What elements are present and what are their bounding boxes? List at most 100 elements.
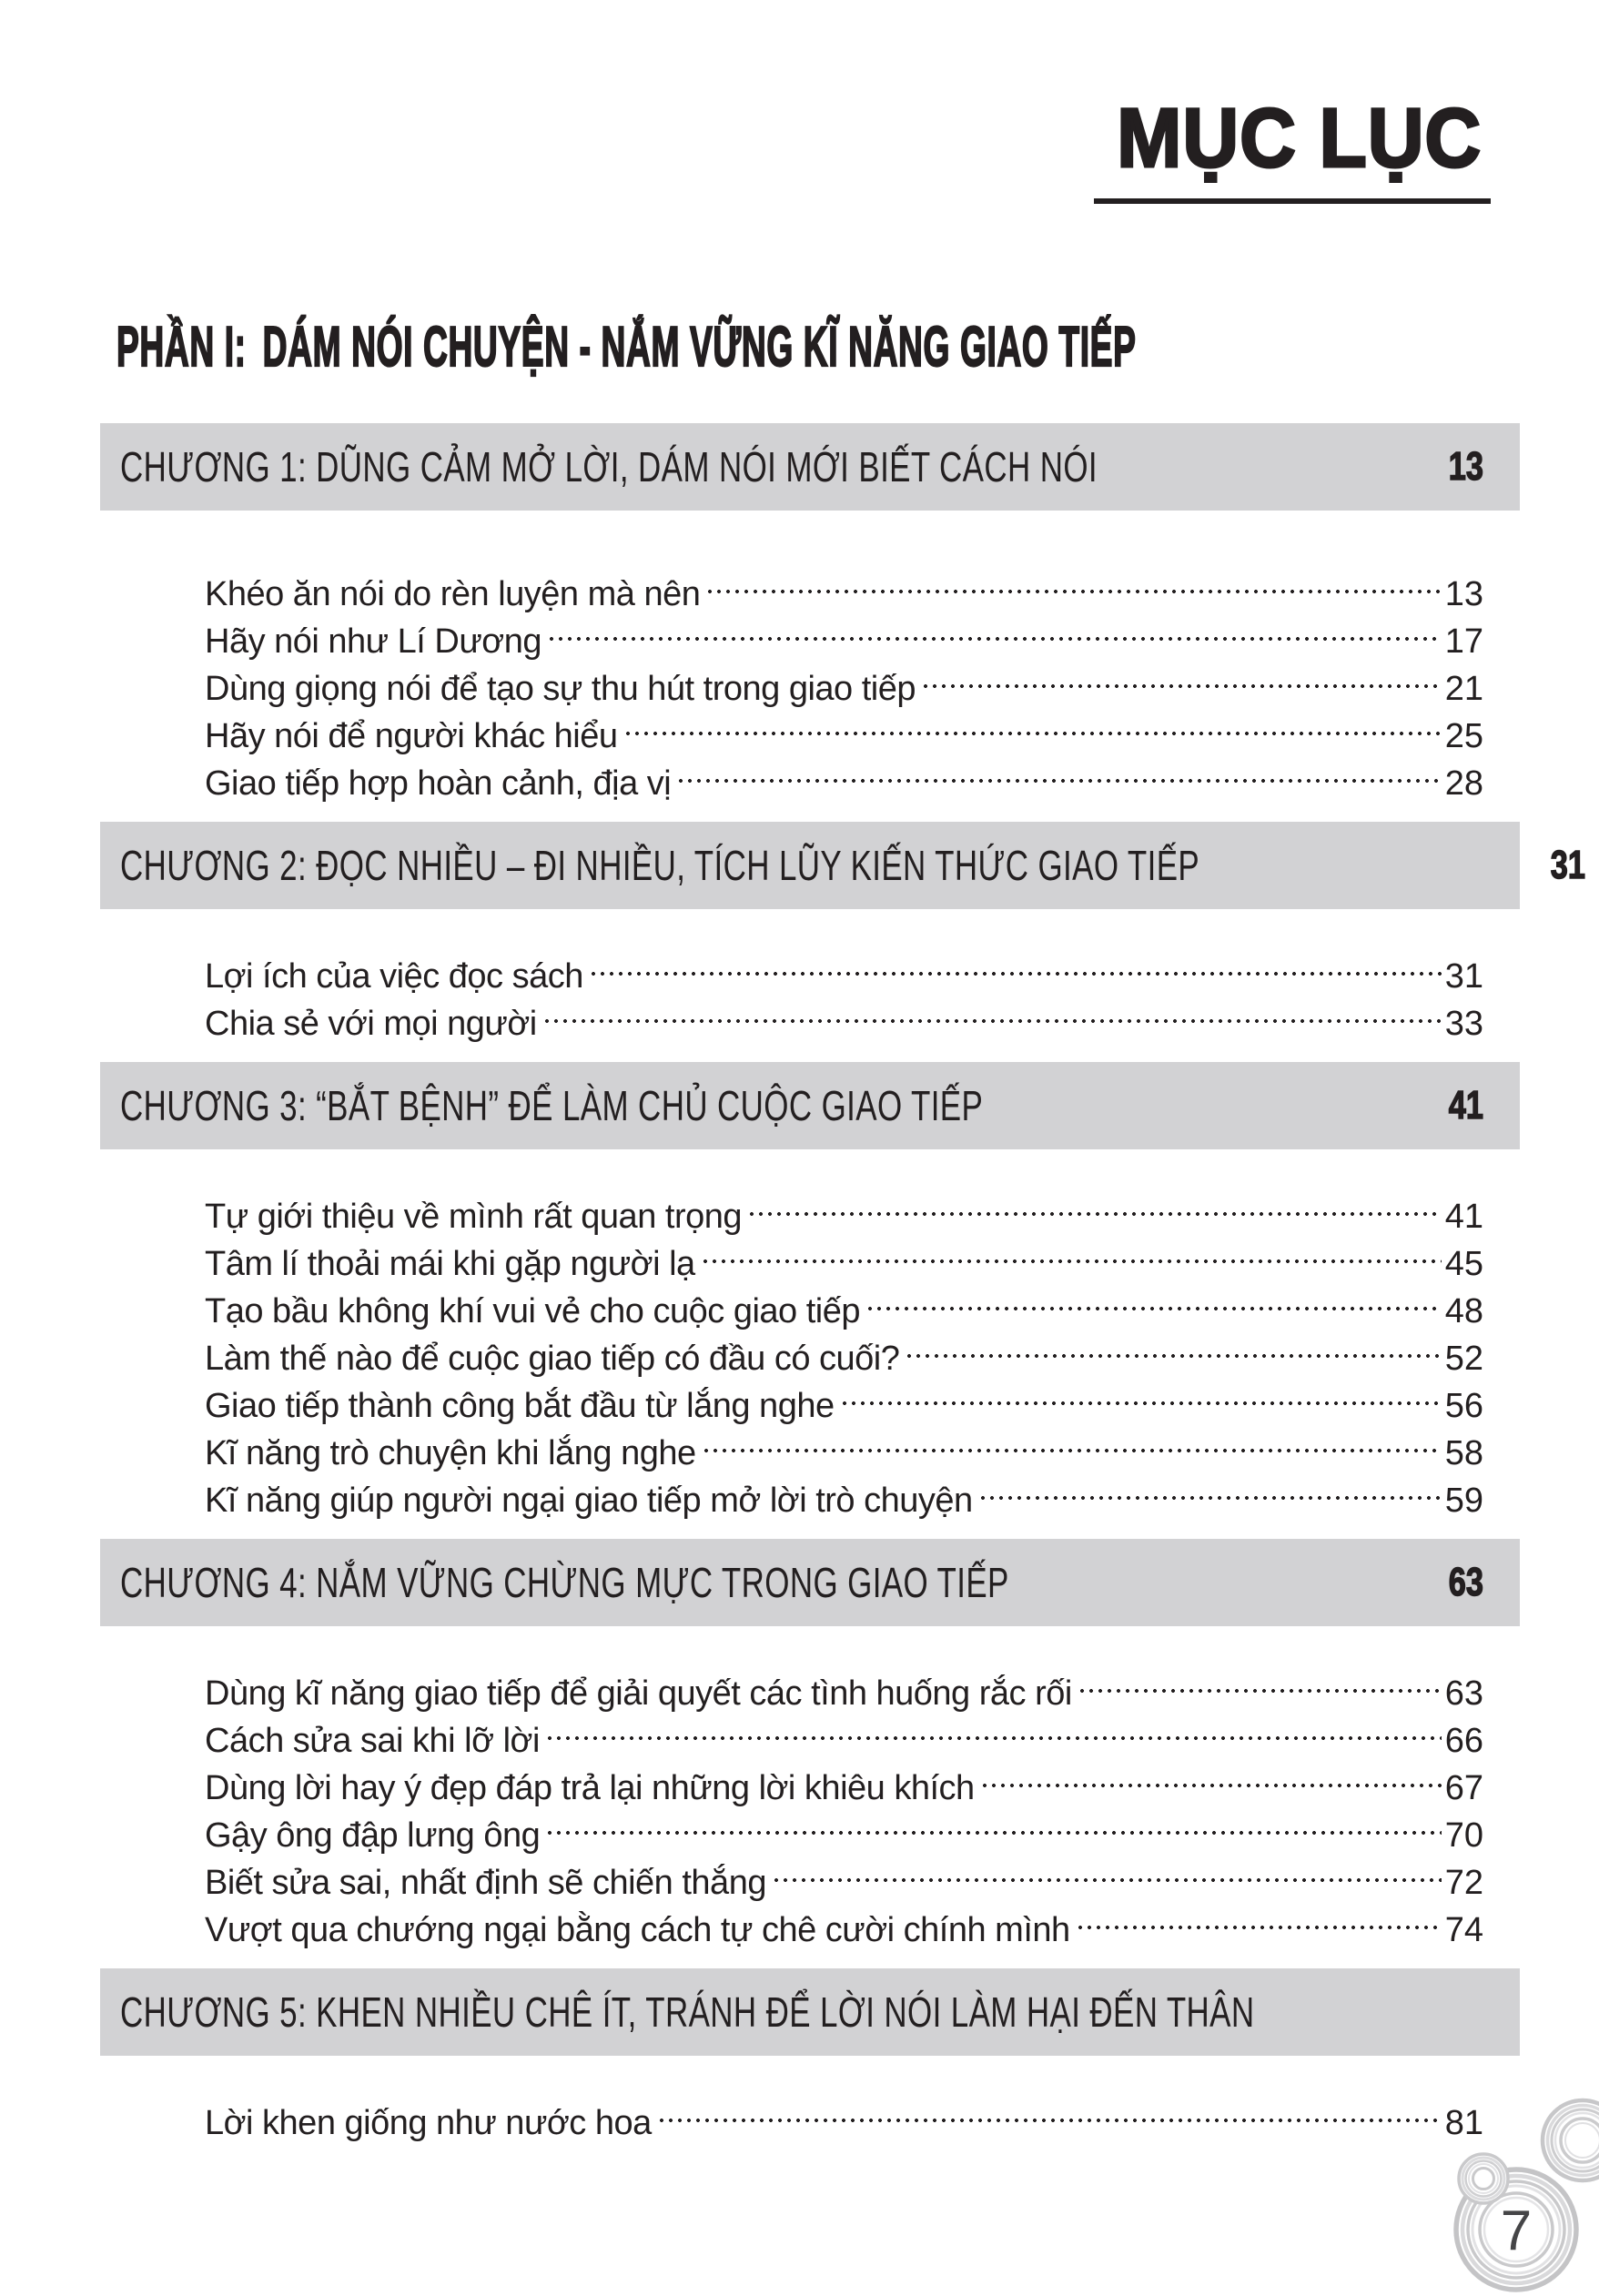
toc-entry-title: Biết sửa sai, nhất định sẽ chiến thắng <box>205 1864 766 1902</box>
dotted-leader <box>1078 1657 1442 1704</box>
toc-entry-page-number: 58 <box>1444 1434 1483 1472</box>
toc-entry-title: Hãy nói để người khác hiểu <box>205 717 618 755</box>
toc-entry-page-number: 63 <box>1444 1674 1483 1713</box>
dotted-leader <box>548 605 1442 652</box>
dotted-leader <box>624 700 1442 747</box>
toc-entry: Tâm lí thoải mái khi gặp người lạ 45 <box>205 1228 1483 1283</box>
toc-entry-title: Cách sửa sai khi lỡ lời <box>205 1722 540 1760</box>
dotted-leader <box>590 940 1442 987</box>
toc-entry: Lời khen giống như nước hoa 81 <box>205 2087 1483 2142</box>
chapter-title: CHƯƠNG 4: NẮM VỮNG CHỪNG MỰC TRONG GIAO … <box>120 1559 1009 1606</box>
footer-page-number: 7 <box>1501 2200 1532 2262</box>
chapter-title: CHƯƠNG 1: DŨNG CẢM MỞ LỜI, DÁM NÓI MỚI B… <box>120 443 1098 491</box>
toc-entry-page-number: 31 <box>1444 957 1483 996</box>
toc-entry: Tự giới thiệu về mình rất quan trọng 41 <box>205 1180 1483 1236</box>
toc-entry-page-number: 41 <box>1444 1198 1483 1236</box>
toc-entry: Biết sửa sai, nhất định sẽ chiến thắng 7… <box>205 1846 1483 1902</box>
chapter-title: CHƯƠNG 5: KHEN NHIỀU CHÊ ÍT, TRÁNH ĐỂ LỜ… <box>120 1988 1255 2036</box>
toc-entry-page-number: 45 <box>1444 1245 1483 1283</box>
chapter-items: Tự giới thiệu về mình rất quan trọng 41 … <box>205 1180 1483 1520</box>
dotted-leader <box>749 1180 1442 1228</box>
toc-entry-page-number: 81 <box>1444 2104 1483 2142</box>
chapter-heading: CHƯƠNG 4: NẮM VỮNG CHỪNG MỰC TRONG GIAO … <box>100 1539 1520 1626</box>
dotted-leader <box>841 1370 1442 1417</box>
chapter-title: CHƯƠNG 3: “BẮT BỆNH” ĐỂ LÀM CHỦ CUỘC GIA… <box>120 1082 984 1129</box>
toc-entry: Vượt qua chướng ngại bằng cách tự chê cư… <box>205 1894 1483 1949</box>
part-label: PHẦN I: <box>116 315 247 379</box>
toc-entry-title: Hãy nói như Lí Dương <box>205 622 541 661</box>
dotted-leader <box>546 1704 1442 1752</box>
toc-entry-page-number: 70 <box>1444 1816 1483 1855</box>
chapter-page-number: 41 <box>1448 1082 1483 1128</box>
toc-entry: Khéo ăn nói do rèn luyện mà nên 13 <box>205 558 1483 613</box>
corner-decoration: 7 <box>1420 2084 1599 2296</box>
toc-entry: Giao tiếp thành công bắt đầu từ lắng ngh… <box>205 1370 1483 1425</box>
toc-entry-page-number: 56 <box>1444 1387 1483 1425</box>
chapter-section: CHƯƠNG 5: KHEN NHIỀU CHÊ ÍT, TRÁNH ĐỂ LỜ… <box>100 1968 1520 2142</box>
toc-entry-title: Tự giới thiệu về mình rất quan trọng <box>205 1198 743 1236</box>
chapter-items: Dùng kĩ năng giao tiếp để giải quyết các… <box>205 1657 1483 1949</box>
toc-entry-title: Lời khen giống như nước hoa <box>205 2104 652 2142</box>
chapter-page-number: 63 <box>1448 1559 1483 1605</box>
toc-entry-page-number: 17 <box>1444 622 1483 661</box>
chapter-page-number: 31 <box>1550 842 1585 888</box>
toc-entry-title: Làm thế nào để cuộc giao tiếp có đầu có … <box>205 1340 900 1378</box>
toc-entry: Kĩ năng trò chuyện khi lắng nghe 58 <box>205 1417 1483 1472</box>
dotted-leader <box>543 987 1442 1035</box>
toc-entry: Dùng kĩ năng giao tiếp để giải quyết các… <box>205 1657 1483 1713</box>
circle-ornament-topright <box>1540 2098 1599 2183</box>
toc-entry-title: Gậy ông đập lưng ông <box>205 1816 541 1855</box>
circle-ornament-small <box>1457 2152 1510 2205</box>
chapter-items: Lợi ích của việc đọc sách 31 Chia sẻ với… <box>205 940 1483 1043</box>
dotted-leader <box>981 1752 1442 1799</box>
toc-entry-page-number: 13 <box>1444 575 1483 613</box>
toc-entry-title: Lợi ích của việc đọc sách <box>205 957 583 996</box>
toc-entry-page-number: 59 <box>1444 1482 1483 1520</box>
toc-entry-page-number: 25 <box>1444 717 1483 755</box>
chapter-items: Lời khen giống như nước hoa 81 <box>205 2087 1483 2142</box>
toc-entry-title: Giao tiếp hợp hoàn cảnh, địa vị <box>205 764 672 803</box>
dotted-leader <box>906 1322 1442 1370</box>
page-title: MỤC LỤC <box>1116 92 1483 186</box>
chapter-items: Khéo ăn nói do rèn luyện mà nên 13 Hãy n… <box>205 558 1483 803</box>
toc-entry: Kĩ năng giúp người ngại giao tiếp mở lời… <box>205 1464 1483 1520</box>
dotted-leader <box>979 1464 1442 1512</box>
toc-entry-page-number: 52 <box>1444 1340 1483 1378</box>
title-underline <box>1094 198 1491 205</box>
chapter-heading: CHƯƠNG 2: ĐỌC NHIỀU – ĐI NHIỀU, TÍCH LŨY… <box>100 822 1585 909</box>
toc-entry: Hãy nói để người khác hiểu 25 <box>205 700 1483 755</box>
dotted-leader <box>547 1799 1442 1846</box>
chapter-heading: CHƯƠNG 1: DŨNG CẢM MỞ LỜI, DÁM NÓI MỚI B… <box>100 423 1520 511</box>
toc-entry-title: Kĩ năng trò chuyện khi lắng nghe <box>205 1434 696 1472</box>
toc-entry-title: Vượt qua chướng ngại bằng cách tự chê cư… <box>205 1911 1070 1949</box>
toc-entry: Tạo bầu không khí vui vẻ cho cuộc giao t… <box>205 1275 1483 1330</box>
toc-entry-title: Tâm lí thoải mái khi gặp người lạ <box>205 1245 695 1283</box>
toc-entry: Hãy nói như Lí Dương 17 <box>205 605 1483 661</box>
dotted-leader <box>658 2087 1442 2134</box>
toc-entry: Gậy ông đập lưng ông 70 <box>205 1799 1483 1855</box>
dotted-leader <box>773 1846 1442 1894</box>
part-title-group: PHẦN I: DÁM NÓI CHUYỆN - NẮM VỮNG KĨ NĂNG… <box>116 315 1136 379</box>
chapter-section: CHƯƠNG 4: NẮM VỮNG CHỪNG MỰC TRONG GIAO … <box>100 1539 1520 1949</box>
toc-entry-title: Chia sẻ với mọi người <box>205 1005 537 1043</box>
toc-entry-page-number: 66 <box>1444 1722 1483 1760</box>
toc-entry: Làm thế nào để cuộc giao tiếp có đầu có … <box>205 1322 1483 1378</box>
chapter-heading: CHƯƠNG 3: “BẮT BỆNH” ĐỂ LÀM CHỦ CUỘC GIA… <box>100 1062 1520 1149</box>
dotted-leader <box>703 1417 1442 1464</box>
toc-entry-page-number: 67 <box>1444 1769 1483 1807</box>
toc-entry-page-number: 28 <box>1444 764 1483 803</box>
chapter-list: CHƯƠNG 1: DŨNG CẢM MỞ LỜI, DÁM NÓI MỚI B… <box>100 423 1585 2142</box>
toc-entry-title: Tạo bầu không khí vui vẻ cho cuộc giao t… <box>205 1292 860 1330</box>
chapter-title: CHƯƠNG 2: ĐỌC NHIỀU – ĐI NHIỀU, TÍCH LŨY… <box>120 842 1200 889</box>
toc-entry: Giao tiếp hợp hoàn cảnh, địa vị 28 <box>205 747 1483 803</box>
dotted-leader <box>866 1275 1442 1322</box>
part-title: DÁM NÓI CHUYỆN - NẮM VỮNG KĨ NĂNG GIAO T… <box>262 315 1137 379</box>
chapter-section: CHƯƠNG 2: ĐỌC NHIỀU – ĐI NHIỀU, TÍCH LŨY… <box>100 822 1585 1043</box>
chapter-page-number: 13 <box>1448 443 1483 490</box>
part-heading: PHẦN I: DÁM NÓI CHUYỆN - NẮM VỮNG KĨ NĂNG… <box>116 315 1483 379</box>
toc-entry: Chia sẻ với mọi người 33 <box>205 987 1483 1043</box>
toc-entry-page-number: 48 <box>1444 1292 1483 1330</box>
toc-entry-title: Kĩ năng giúp người ngại giao tiếp mở lời… <box>205 1482 973 1520</box>
toc-entry: Lợi ích của việc đọc sách 31 <box>205 940 1483 996</box>
dotted-leader <box>923 652 1442 700</box>
